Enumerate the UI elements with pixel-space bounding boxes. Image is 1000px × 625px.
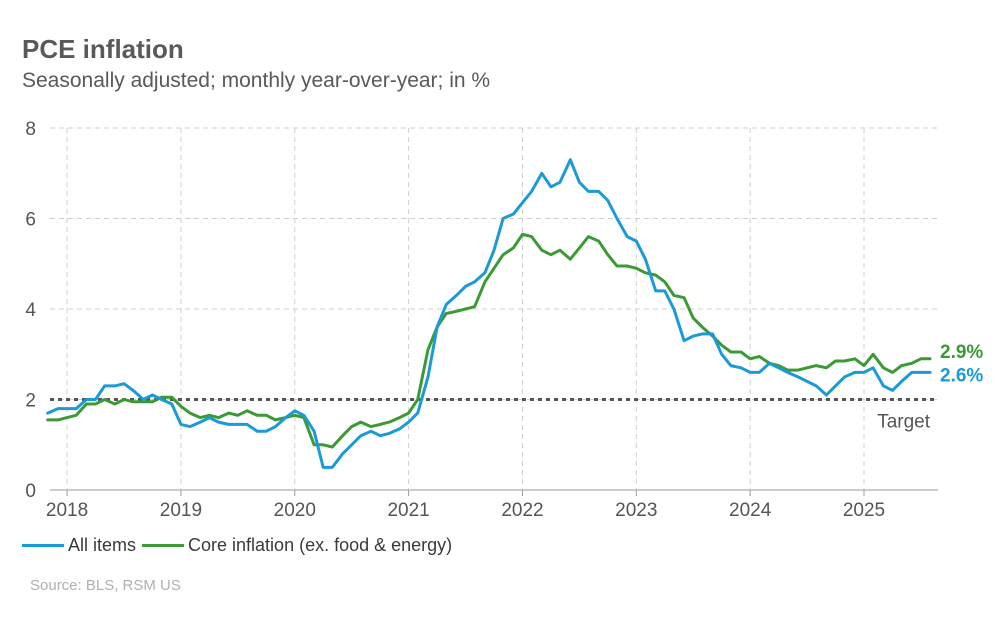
legend-swatch-core [142,544,185,547]
y-tick-label: 2 [25,391,36,412]
chart-title: PCE inflation [22,34,184,64]
legend-label-core: Core inflation (ex. food & energy) [188,535,453,555]
chart-subtitle: Seasonally adjusted; monthly year-over-y… [22,69,491,92]
target-label: Target [877,412,931,433]
series-line-all-items [46,158,932,469]
end-label-all-items: 2.6% [940,365,983,386]
y-tick-label: 4 [25,300,36,321]
series-group [46,158,932,469]
target-group: Target [50,398,938,433]
legend-item-core: Core inflation (ex. food & energy) [142,535,452,556]
end-label-core: 2.9% [940,342,983,363]
y-tick-label: 0 [25,481,36,502]
y-tick-label: 6 [25,210,36,231]
x-tick-label: 2020 [274,500,316,521]
x-tick-label: 2022 [501,500,543,521]
series-line-core [46,232,932,449]
x-tick-label: 2025 [843,500,885,521]
legend: All items Core inflation (ex. food & ene… [22,535,458,556]
x-tick-label: 2018 [46,500,88,521]
x-tick-label: 2021 [387,500,429,521]
grid [50,127,938,496]
source-note: Source: BLS, RSM US [30,577,181,594]
x-tick-label: 2023 [615,500,657,521]
y-tick-label: 8 [25,119,36,140]
end-labels: 2.6%2.9% [940,342,983,387]
x-tick-label: 2019 [160,500,202,521]
x-tick-label: 2024 [729,500,772,521]
x-axis-ticks: 2018 2019 2020 2021 2022 2023 2024 2025 [46,500,885,521]
legend-label-all-items: All items [68,535,137,555]
legend-item-all-items: All items [22,535,136,556]
y-axis-ticks: 0 2 4 6 8 [25,119,36,502]
legend-swatch-all-items [22,544,64,547]
